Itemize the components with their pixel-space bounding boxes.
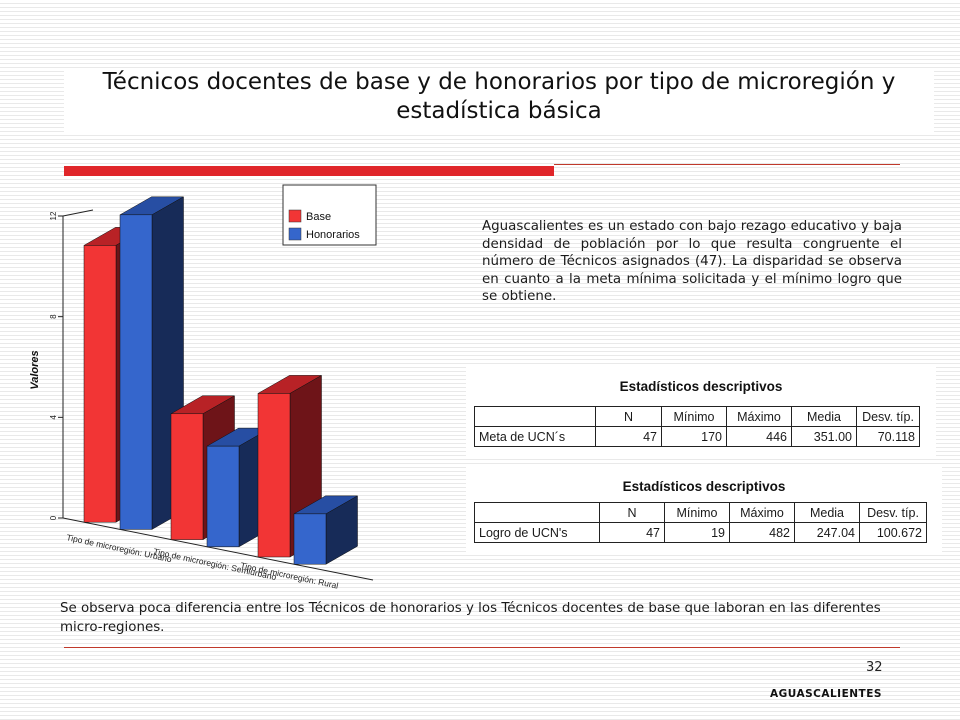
table-cell: 247.04 [794, 522, 860, 543]
divider-line-top [554, 164, 900, 165]
y-tick-label: 8 [49, 314, 58, 319]
page-number: 32 [866, 660, 883, 675]
table-header-cell: Mínimo [664, 502, 730, 523]
y-tick-label: 4 [49, 415, 58, 420]
table-cell: 446 [726, 426, 792, 447]
table-header-cell: Media [791, 406, 857, 427]
bar-honorarios-front [293, 513, 327, 565]
table-header-cell: Media [794, 502, 860, 523]
y-axis-label: Valores [29, 350, 41, 389]
stats-table: N Mínimo Máximo Media Desv. típ. Meta de… [474, 406, 920, 447]
bar-base-front [257, 393, 291, 558]
bar-honorarios-front [206, 445, 240, 548]
table-cell: 47 [599, 522, 665, 543]
table-cell: 351.00 [791, 426, 857, 447]
stats-panel-meta: Estadísticos descriptivos N Mínimo Máxim… [466, 366, 936, 458]
slide-title-line2: estadística básica [396, 98, 602, 124]
table-cell: Logro de UCN's [474, 522, 600, 543]
table-cell: 100.672 [859, 522, 927, 543]
table-cell: 70.118 [856, 426, 920, 447]
table-row: Meta de UCN´s 47 170 446 351.00 70.118 [474, 426, 920, 447]
stats-table: N Mínimo Máximo Media Desv. típ. Logro d… [474, 502, 927, 543]
table-header-cell: Máximo [726, 406, 792, 427]
stats-title: Estadísticos descriptivos [622, 479, 786, 494]
table-header-cell [474, 502, 600, 523]
accent-bar [64, 166, 554, 176]
x-axis-line [62, 517, 374, 581]
legend-label-base: Base [306, 211, 331, 223]
table-cell: 170 [661, 426, 727, 447]
table-header-row: N Mínimo Máximo Media Desv. típ. [474, 406, 920, 427]
slide-title-line1: Técnicos docentes de base y de honorario… [102, 69, 896, 95]
legend-swatch-base [288, 209, 302, 223]
table-header-cell: Desv. típ. [859, 502, 927, 523]
y-tick-label: 0 [49, 515, 58, 520]
bar-chart: 0 4 8 12 Valores Tipo de microregión: Urbano T… [20, 180, 460, 590]
footer-label: AGUASCALIENTES [770, 688, 882, 700]
y-tick-label: 12 [49, 211, 58, 220]
table-cell: 47 [595, 426, 662, 447]
table-header-cell: Desv. típ. [856, 406, 920, 427]
slide-title: Técnicos docentes de base y de honorario… [64, 68, 934, 134]
bar-base-front [170, 413, 204, 540]
bar-honorarios-front [119, 214, 153, 530]
legend-label-honorarios: Honorarios [306, 229, 360, 241]
table-cell: 19 [664, 522, 730, 543]
table-cell: Meta de UCN´s [474, 426, 596, 447]
table-header-cell: Mínimo [661, 406, 727, 427]
divider-line-bottom [64, 647, 900, 648]
table-header-row: N Mínimo Máximo Media Desv. típ. [474, 502, 927, 523]
table-header-cell [474, 406, 596, 427]
table-cell: 482 [729, 522, 795, 543]
stats-panel-logro: Estadísticos descriptivos N Mínimo Máxim… [466, 466, 942, 552]
table-row: Logro de UCN's 47 19 482 247.04 100.672 [474, 522, 927, 543]
legend-swatch-honorarios [288, 227, 302, 241]
bar-base-front [83, 245, 117, 523]
table-header-cell: N [595, 406, 662, 427]
conclusion-text: Se observa poca diferencia entre los Téc… [60, 601, 881, 635]
wall-top-edge [62, 209, 94, 217]
description-paragraph: Aguascalientes es un estado con bajo rez… [482, 219, 902, 305]
table-header-cell: N [599, 502, 665, 523]
table-header-cell: Máximo [729, 502, 795, 523]
stats-title: Estadísticos descriptivos [619, 379, 783, 394]
